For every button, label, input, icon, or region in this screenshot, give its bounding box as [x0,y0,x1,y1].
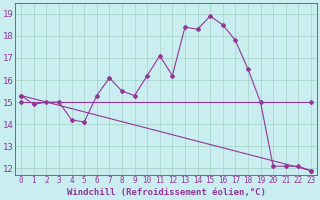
X-axis label: Windchill (Refroidissement éolien,°C): Windchill (Refroidissement éolien,°C) [67,188,266,197]
